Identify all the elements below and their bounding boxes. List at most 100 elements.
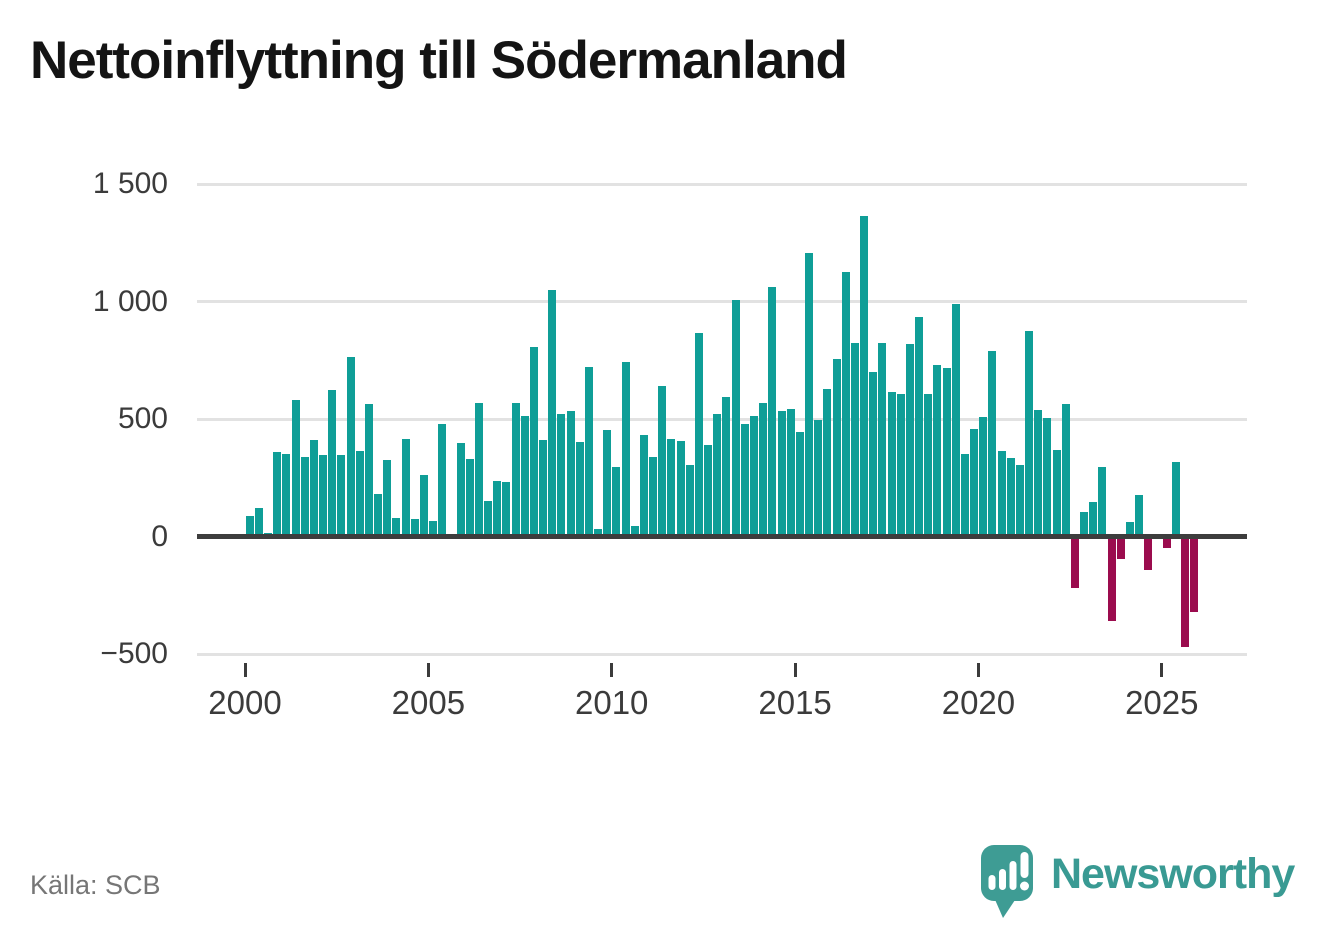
bar-positive [346,357,355,537]
x-axis-tick-label: 2010 [575,684,649,721]
bar-positive [282,454,291,537]
bar-positive [1089,501,1098,537]
newsworthy-logo-text: Newsworthy [1051,849,1295,898]
bar-positive [887,391,896,537]
bar-positive [704,445,713,537]
bar-positive [1043,418,1052,537]
bar-positive [997,451,1006,537]
bar-negative [1107,536,1116,622]
gridline [197,652,1247,656]
x-axis-tick-mark [793,663,797,677]
bar-positive [337,455,346,537]
bar-positive [933,365,942,537]
bar-positive [319,454,327,537]
zero-baseline [197,534,1247,539]
bar-positive [896,393,905,537]
y-axis-tick-label: 1 000 [92,284,168,318]
bar-positive [951,304,960,537]
bar-positive [768,286,777,537]
bar-positive [667,438,676,537]
bar-positive [520,415,529,537]
bar-positive [988,351,997,537]
bar-positive [1135,494,1144,537]
bar-positive [860,216,868,537]
bar-positive [795,431,804,537]
bar-positive [300,457,309,537]
bar-positive [575,442,584,537]
bar-positive [832,358,841,537]
bar-positive [328,390,337,537]
bar-positive [1025,330,1034,537]
bar-positive [960,454,969,537]
bar-positive [694,332,703,537]
bar-positive [594,528,603,537]
bar-positive [383,459,392,537]
bar-positive [474,402,483,537]
x-axis-tick-mark [976,663,980,677]
bar-positive [823,389,832,537]
bar-positive [878,343,887,537]
bar-positive [905,344,914,537]
bar-positive [1125,522,1134,537]
x-axis-tick-mark [1160,663,1164,677]
bar-negative [1162,536,1171,549]
bar-positive [1006,457,1015,537]
bar-positive [410,518,419,537]
bar-negative [1116,536,1125,560]
x-axis-tick-label: 2000 [208,684,282,721]
bar-positive [777,410,786,537]
y-axis-tick-label: 1 500 [92,167,168,200]
bar-positive [429,520,437,537]
bar-positive [658,385,667,537]
bar-positive [750,415,758,537]
bar-positive [621,361,630,537]
bar-positive [254,508,263,537]
bar-positive [1080,511,1089,537]
bar-positive [869,372,878,537]
newsworthy-bubble-chart-icon [981,845,1033,918]
x-axis-tick-mark [243,663,247,677]
bar-positive [1015,464,1024,537]
bar-positive [1061,404,1070,537]
bar-positive [649,457,658,537]
bar-positive [566,410,575,537]
x-axis-tick-label: 2015 [758,684,832,721]
bar-positive [548,290,557,537]
bar-positive [1098,467,1107,537]
bar-positive [374,493,382,537]
y-axis-tick-label: −500 [100,637,168,670]
bar-positive [364,403,373,537]
bar-positive [814,419,823,537]
bar-positive [465,459,474,537]
bar-positive [924,393,933,537]
bar-positive [456,443,465,537]
bar-positive [1052,449,1061,537]
bar-positive [979,417,988,537]
y-axis-tick-label: 500 [117,402,168,435]
gridline [197,417,1247,421]
bar-positive [630,526,639,537]
bar-negative [1070,536,1079,588]
gridline [197,182,1247,186]
bar-positive [401,439,410,537]
source-caption: Källa: SCB [30,870,161,900]
bar-positive [273,451,282,537]
bar-positive [1034,410,1043,537]
bar-positive [484,500,492,537]
bar-positive [245,516,254,537]
bar-positive [584,366,593,537]
bar-positive [419,474,428,537]
bar-positive [740,423,749,537]
bar-positive [603,429,612,537]
bar-positive [355,451,364,537]
bar-positive [639,435,648,537]
chart-title: Nettoinflyttning till Södermanland [30,31,848,90]
bar-positive [502,482,511,537]
x-axis-tick-label: 2020 [941,684,1016,721]
bar-positive [759,402,768,537]
bar-positive [1171,461,1180,537]
bar-negative [1180,536,1189,647]
bar-positive [309,440,318,537]
newsworthy-logo: Newsworthy [979,843,1295,921]
x-axis-tick-mark [426,663,430,677]
